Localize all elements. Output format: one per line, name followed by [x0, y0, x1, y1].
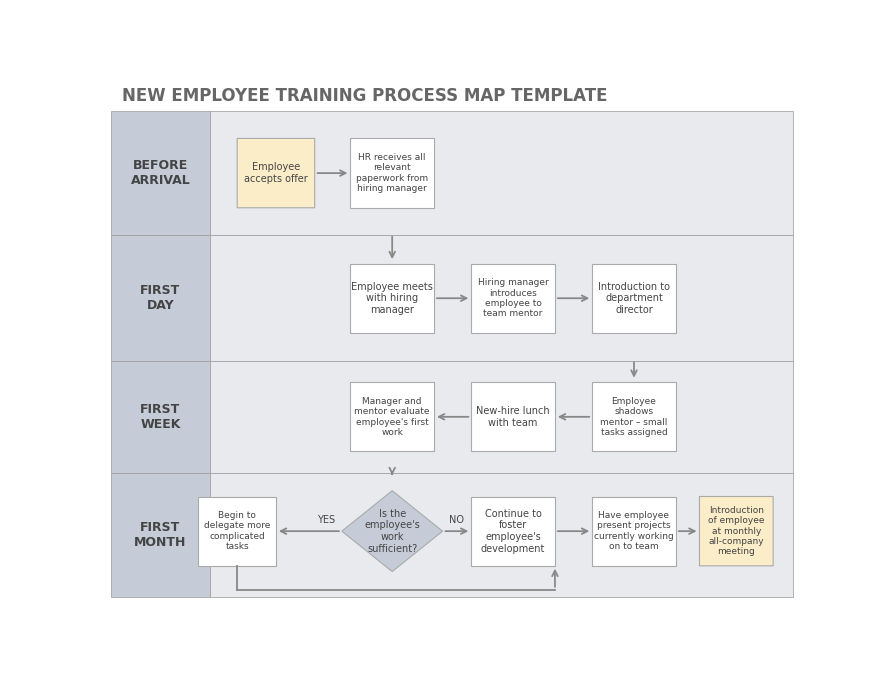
Text: HR receives all
relevant
paperwork from
hiring manager: HR receives all relevant paperwork from … — [356, 153, 428, 194]
Text: Introduction
of employee
at monthly
all-company
meeting: Introduction of employee at monthly all-… — [707, 506, 764, 557]
Text: FIRST
WEEK: FIRST WEEK — [140, 403, 181, 430]
Text: Is the
employee's
work
sufficient?: Is the employee's work sufficient? — [364, 509, 420, 553]
Text: Employee meets
with hiring
manager: Employee meets with hiring manager — [351, 282, 432, 315]
Text: New-hire lunch
with team: New-hire lunch with team — [476, 406, 549, 428]
Text: FIRST
MONTH: FIRST MONTH — [134, 521, 186, 549]
FancyBboxPatch shape — [470, 263, 555, 333]
Text: Continue to
foster
employee's
development: Continue to foster employee's developmen… — [480, 509, 545, 553]
Text: Employee
shadows
mentor – small
tasks assigned: Employee shadows mentor – small tasks as… — [600, 397, 667, 437]
FancyBboxPatch shape — [198, 496, 276, 566]
Bar — [210, 473, 792, 598]
FancyBboxPatch shape — [350, 139, 433, 208]
Text: Hiring manager
introduces
employee to
team mentor: Hiring manager introduces employee to te… — [478, 278, 548, 318]
FancyBboxPatch shape — [592, 382, 675, 452]
FancyBboxPatch shape — [470, 382, 555, 452]
Bar — [111, 111, 210, 236]
Bar — [210, 236, 792, 361]
Bar — [111, 236, 210, 361]
Text: YES: YES — [317, 515, 335, 525]
Bar — [111, 361, 210, 473]
Bar — [210, 361, 792, 473]
FancyBboxPatch shape — [699, 496, 773, 566]
Text: NO: NO — [448, 515, 463, 525]
Text: FIRST
DAY: FIRST DAY — [140, 285, 181, 312]
Bar — [111, 81, 797, 111]
Text: Introduction to
department
director: Introduction to department director — [597, 282, 669, 315]
Text: Manager and
mentor evaluate
employee's first
work: Manager and mentor evaluate employee's f… — [354, 397, 430, 437]
FancyBboxPatch shape — [350, 382, 433, 452]
Bar — [111, 473, 210, 598]
FancyBboxPatch shape — [592, 263, 675, 333]
FancyBboxPatch shape — [470, 496, 555, 566]
FancyBboxPatch shape — [592, 496, 675, 566]
FancyBboxPatch shape — [350, 263, 433, 333]
Text: NEW EMPLOYEE TRAINING PROCESS MAP TEMPLATE: NEW EMPLOYEE TRAINING PROCESS MAP TEMPLA… — [121, 87, 607, 105]
Polygon shape — [341, 491, 442, 572]
Bar — [210, 111, 792, 236]
Text: Begin to
delegate more
complicated
tasks: Begin to delegate more complicated tasks — [204, 511, 270, 551]
FancyBboxPatch shape — [237, 139, 315, 208]
Text: Employee
accepts offer: Employee accepts offer — [244, 162, 307, 184]
Text: BEFORE
ARRIVAL: BEFORE ARRIVAL — [130, 159, 190, 187]
Text: Have employee
present projects
currently working
on to team: Have employee present projects currently… — [594, 511, 673, 551]
